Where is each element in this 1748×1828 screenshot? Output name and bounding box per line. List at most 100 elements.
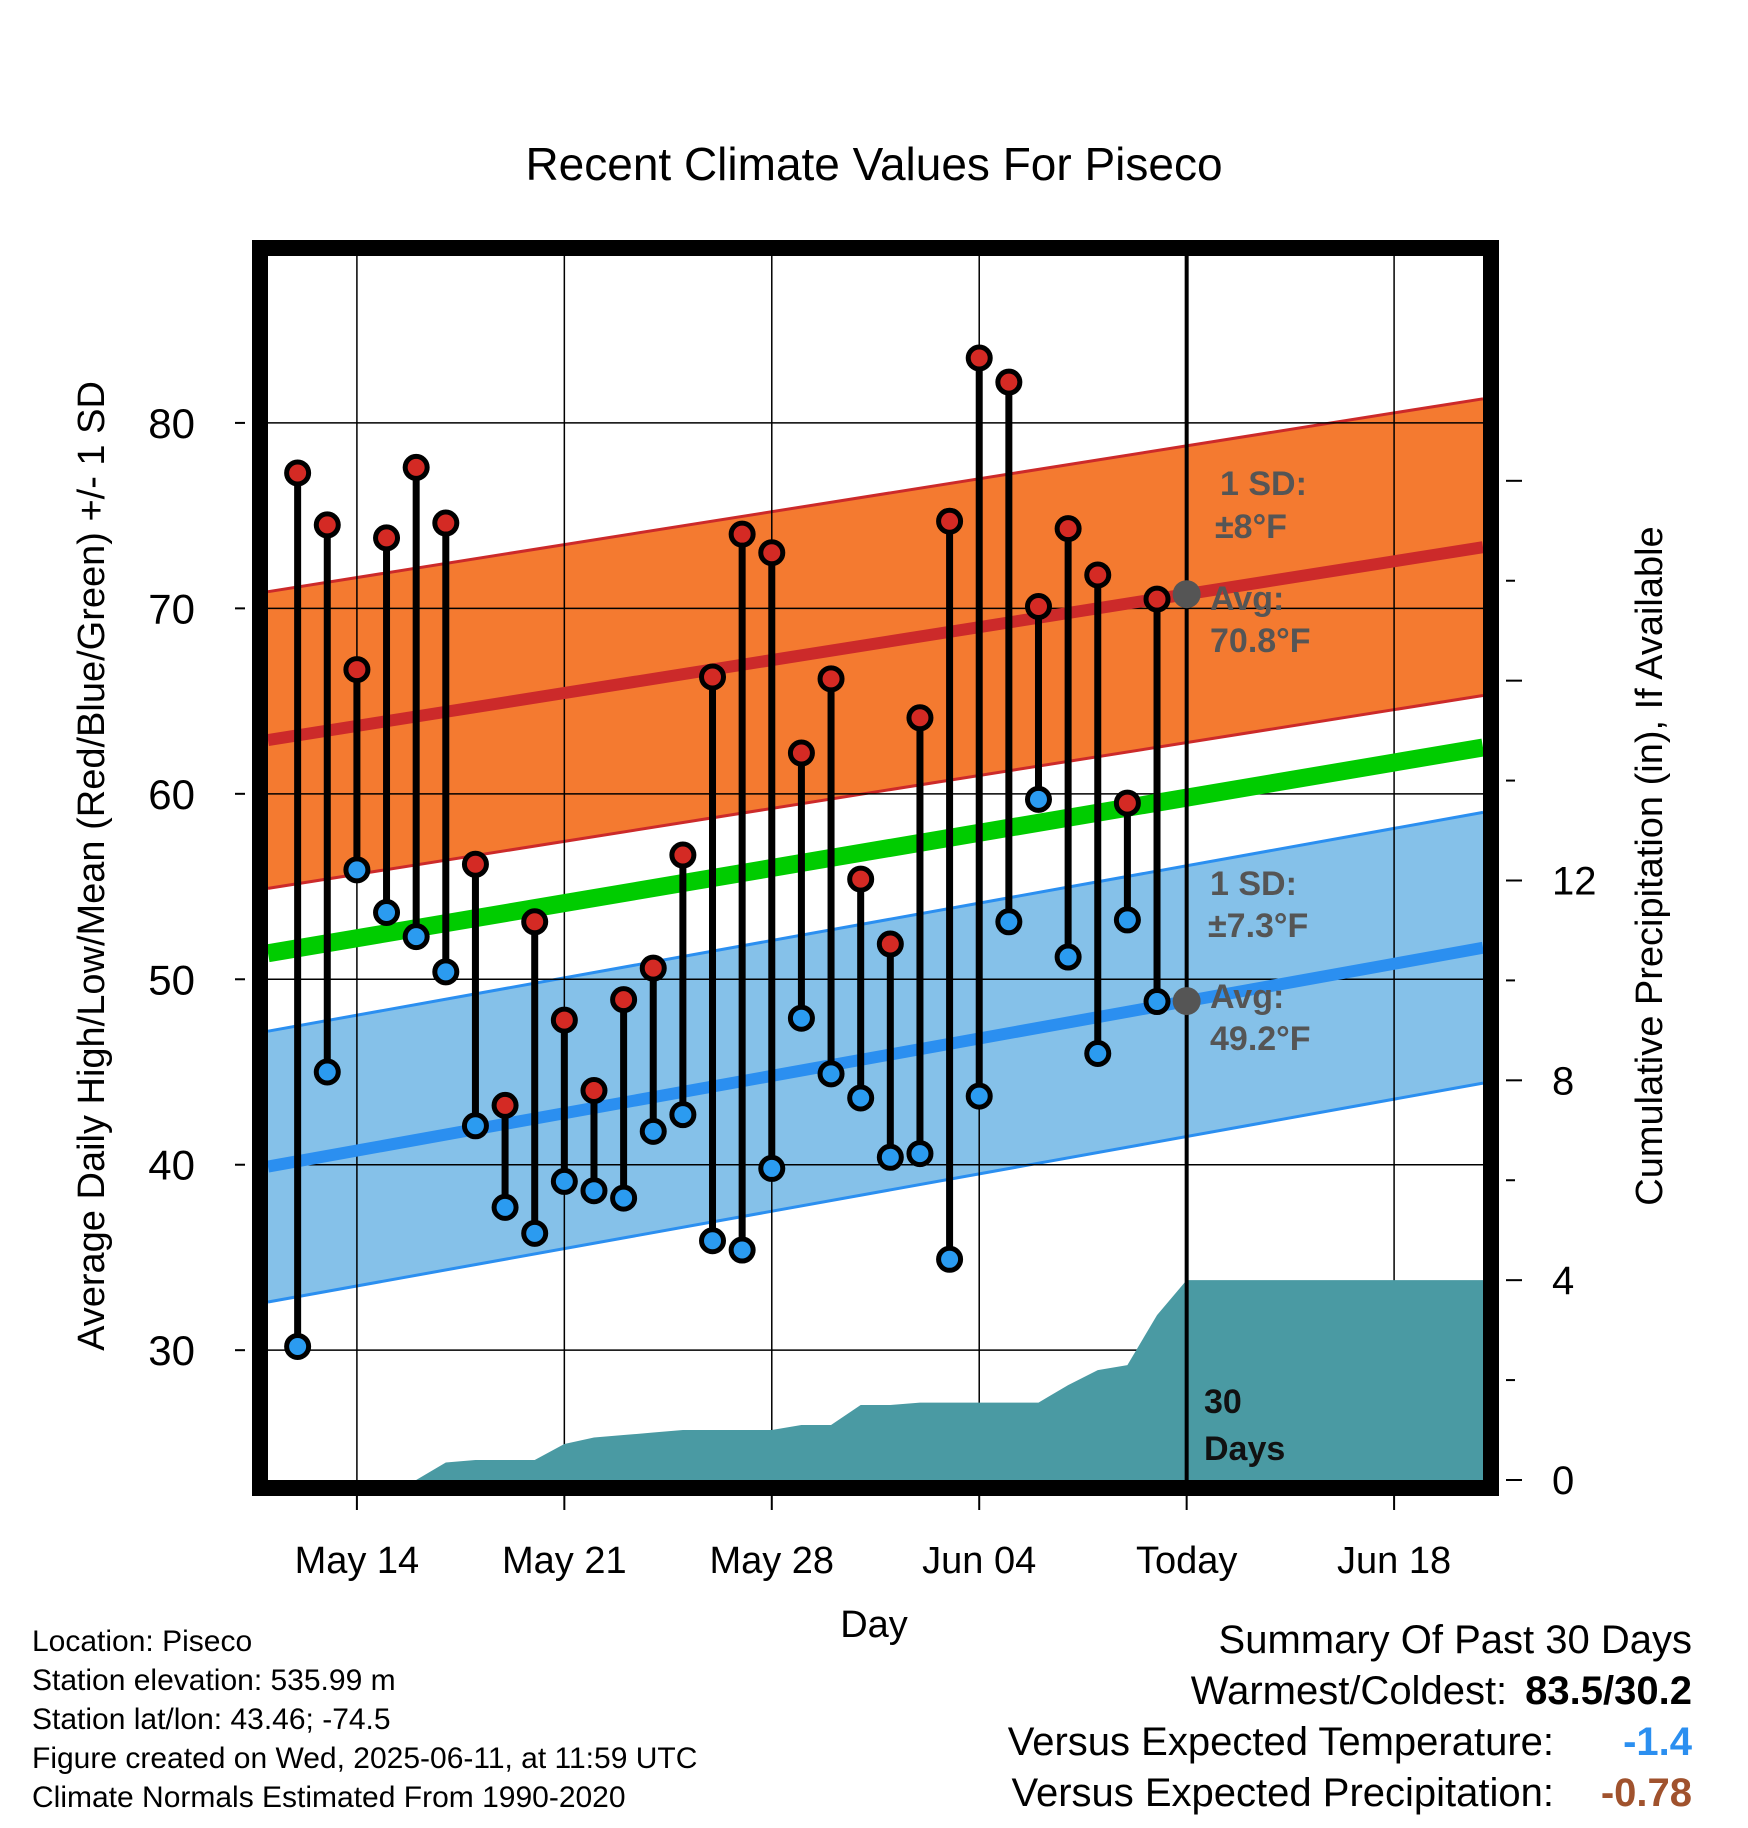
high-point-2025-05-19 [491, 1091, 519, 1119]
band-annotations: 1 SD: ±8°F Avg: 70.8°F 1 SD: ±7.3°F Avg:… [1208, 465, 1311, 1058]
high-point-2025-05-22 [580, 1077, 608, 1105]
low-point-2025-06-02 [906, 1140, 934, 1168]
low-point-2025-05-24 [639, 1117, 667, 1145]
left-tick-label-50: 50 [148, 956, 195, 1003]
high-point-2025-05-23 [610, 986, 638, 1014]
high-point-2025-05-16 [402, 453, 430, 481]
right-tick-label-4: 4 [1552, 1259, 1574, 1303]
low-point-2025-06-06 [1024, 785, 1052, 813]
low-point-2025-05-25 [669, 1101, 697, 1129]
figure-created: Figure created on Wed, 2025-06-11, at 11… [32, 1742, 698, 1775]
high-point-2025-05-31 [847, 865, 875, 893]
high-point-2025-05-21 [550, 1006, 578, 1034]
high-point-2025-05-13 [313, 511, 341, 539]
plot-frame [252, 240, 1499, 1496]
daily-high-low-points [284, 344, 1171, 1360]
low-point-2025-06-07 [1054, 943, 1082, 971]
low-point-2025-06-08 [1084, 1039, 1112, 1067]
low-point-2025-05-18 [461, 1112, 489, 1140]
summary-temp-row: Versus Expected Temperature: -1.4 [1008, 1717, 1692, 1768]
left-tick-label-40: 40 [148, 1142, 195, 1189]
right-tick-label-12: 12 [1552, 859, 1597, 903]
summary-precip-row: Versus Expected Precipitation: -0.78 [1008, 1768, 1692, 1819]
low-point-2025-05-30 [817, 1060, 845, 1088]
low-point-2025-06-09 [1113, 906, 1141, 934]
high-point-2025-05-26 [699, 663, 727, 691]
normal-mean-line [266, 738, 1485, 963]
low-sd-value: ±7.3°F [1208, 907, 1308, 945]
left-tick-label-30: 30 [148, 1327, 195, 1374]
right-tick-label-0: 0 [1552, 1459, 1574, 1503]
low-point-2025-06-10 [1143, 988, 1171, 1016]
low-normal-sd-band-upper-edge [267, 810, 1484, 1033]
low-point-2025-05-29 [787, 1004, 815, 1032]
high-avg-label: Avg: [1210, 580, 1284, 618]
low-avg-value: 49.2°F [1210, 1020, 1311, 1058]
high-point-2025-06-03 [936, 507, 964, 535]
high-point-2025-05-20 [521, 908, 549, 936]
normal-high-line [267, 541, 1484, 746]
low-point-2025-06-04 [965, 1082, 993, 1110]
high-point-2025-05-29 [787, 739, 815, 767]
cumulative-precipitation-area [416, 1280, 1483, 1480]
low-point-2025-05-28 [758, 1154, 786, 1182]
daily-range-stems [294, 358, 1161, 1347]
x-axis-ticks: May 14 May 21 May 28 Jun 04 Today Jun 18 [295, 1496, 1451, 1582]
x-tick-label-jun-04: Jun 04 [922, 1540, 1036, 1582]
high-point-2025-05-27 [728, 520, 756, 548]
precipitation-area [416, 1280, 1483, 1480]
low-avg-label: Avg: [1210, 978, 1284, 1016]
warmest-value: 83.5/30.2 [1525, 1669, 1692, 1713]
low-point-2025-05-12 [284, 1332, 312, 1360]
days-annotation: 30 Days [1204, 1383, 1285, 1468]
right-tick-label-8: 8 [1552, 1059, 1574, 1103]
left-tick-label-70: 70 [148, 585, 195, 632]
high-normal-sd-band-upper-edge [267, 397, 1484, 594]
high-point-2025-06-02 [906, 704, 934, 732]
x-tick-label-today: Today [1136, 1540, 1237, 1582]
low-point-2025-06-03 [936, 1245, 964, 1273]
summary-warmest-row: Warmest/Coldest: 83.5/30.2 [1008, 1666, 1692, 1717]
today-low-average-marker [1172, 987, 1201, 1016]
high-point-2025-05-30 [817, 665, 845, 693]
station-info: Location: Piseco Station elevation: 535.… [32, 1622, 697, 1817]
warmest-label: Warmest/Coldest: [1190, 1669, 1508, 1713]
left-tick-label-80: 80 [148, 400, 195, 447]
left-axis-label: Average Daily High/Low/Mean (Red/Blue/Gr… [71, 381, 113, 1351]
days-number: 30 [1204, 1383, 1242, 1421]
temp-departure-value: -1.4 [1623, 1720, 1692, 1764]
low-point-2025-05-17 [432, 958, 460, 986]
station-location: Location: Piseco [32, 1625, 253, 1658]
today-high-average-marker [1172, 580, 1201, 609]
low-point-2025-05-14 [343, 856, 371, 884]
x-tick-label-may-28: May 28 [709, 1540, 834, 1582]
low-point-2025-05-27 [728, 1236, 756, 1264]
x-axis-label: Day [840, 1604, 908, 1646]
high-point-2025-06-04 [965, 344, 993, 372]
low-point-2025-05-23 [610, 1184, 638, 1212]
high-point-2025-05-18 [461, 850, 489, 878]
summary-title: Summary Of Past 30 Days [1218, 1618, 1692, 1662]
high-point-2025-06-10 [1143, 585, 1171, 613]
summary-panel: Summary Of Past 30 Days Warmest/Coldest:… [1008, 1615, 1692, 1819]
high-point-2025-06-07 [1054, 515, 1082, 543]
low-point-2025-06-01 [876, 1143, 904, 1171]
right-axis-label: Cumulative Precipitation (in), If Availa… [1629, 526, 1671, 1205]
high-point-2025-06-08 [1084, 561, 1112, 589]
high-sd-label: 1 SD: [1220, 465, 1307, 503]
low-point-2025-05-13 [313, 1058, 341, 1086]
low-point-2025-05-26 [699, 1227, 727, 1255]
high-point-2025-06-09 [1113, 789, 1141, 817]
x-tick-label-jun-18: Jun 18 [1337, 1540, 1451, 1582]
low-point-2025-05-15 [373, 899, 401, 927]
high-point-2025-05-17 [432, 509, 460, 537]
low-point-2025-05-22 [580, 1177, 608, 1205]
temp-departure-label: Versus Expected Temperature: [1007, 1720, 1554, 1764]
high-point-2025-05-28 [758, 539, 786, 567]
days-label: Days [1204, 1430, 1285, 1468]
x-tick-label-may-21: May 21 [502, 1540, 627, 1582]
low-point-2025-05-19 [491, 1193, 519, 1221]
today-average-markers [1172, 580, 1201, 1016]
precip-departure-label: Versus Expected Precipitation: [1011, 1771, 1554, 1815]
